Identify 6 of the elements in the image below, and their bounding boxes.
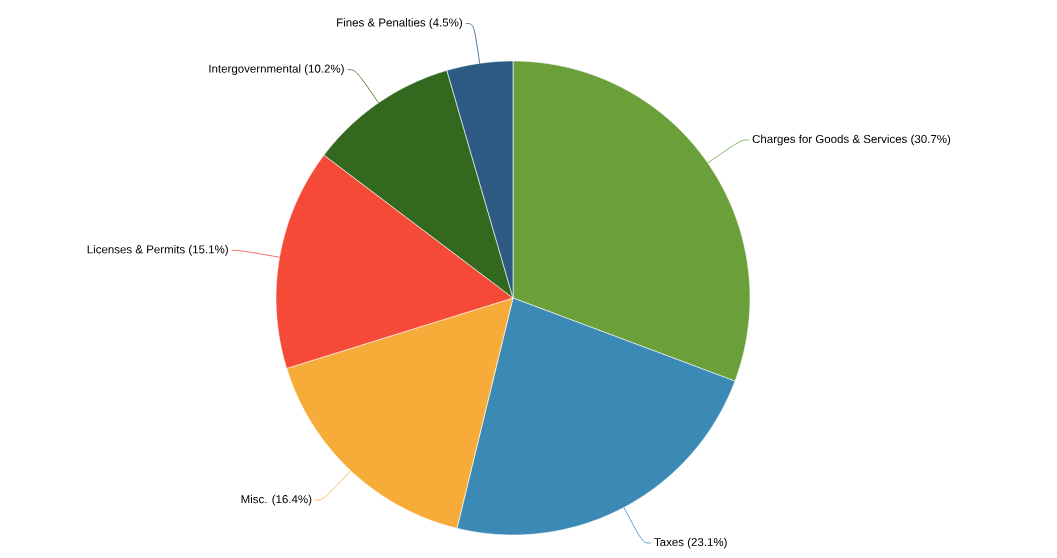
slice-label: Charges for Goods & Services (30.7%): [752, 134, 951, 146]
slice-label: Taxes (23.1%): [654, 537, 727, 549]
slice-label: Intergovernmental (10.2%): [209, 64, 344, 75]
slice-label: Misc. (16.4%): [241, 494, 312, 506]
slice-label: Licenses & Permits (15.1%): [87, 244, 228, 256]
slice-label: Fines & Penalties (4.5%): [337, 18, 462, 29]
